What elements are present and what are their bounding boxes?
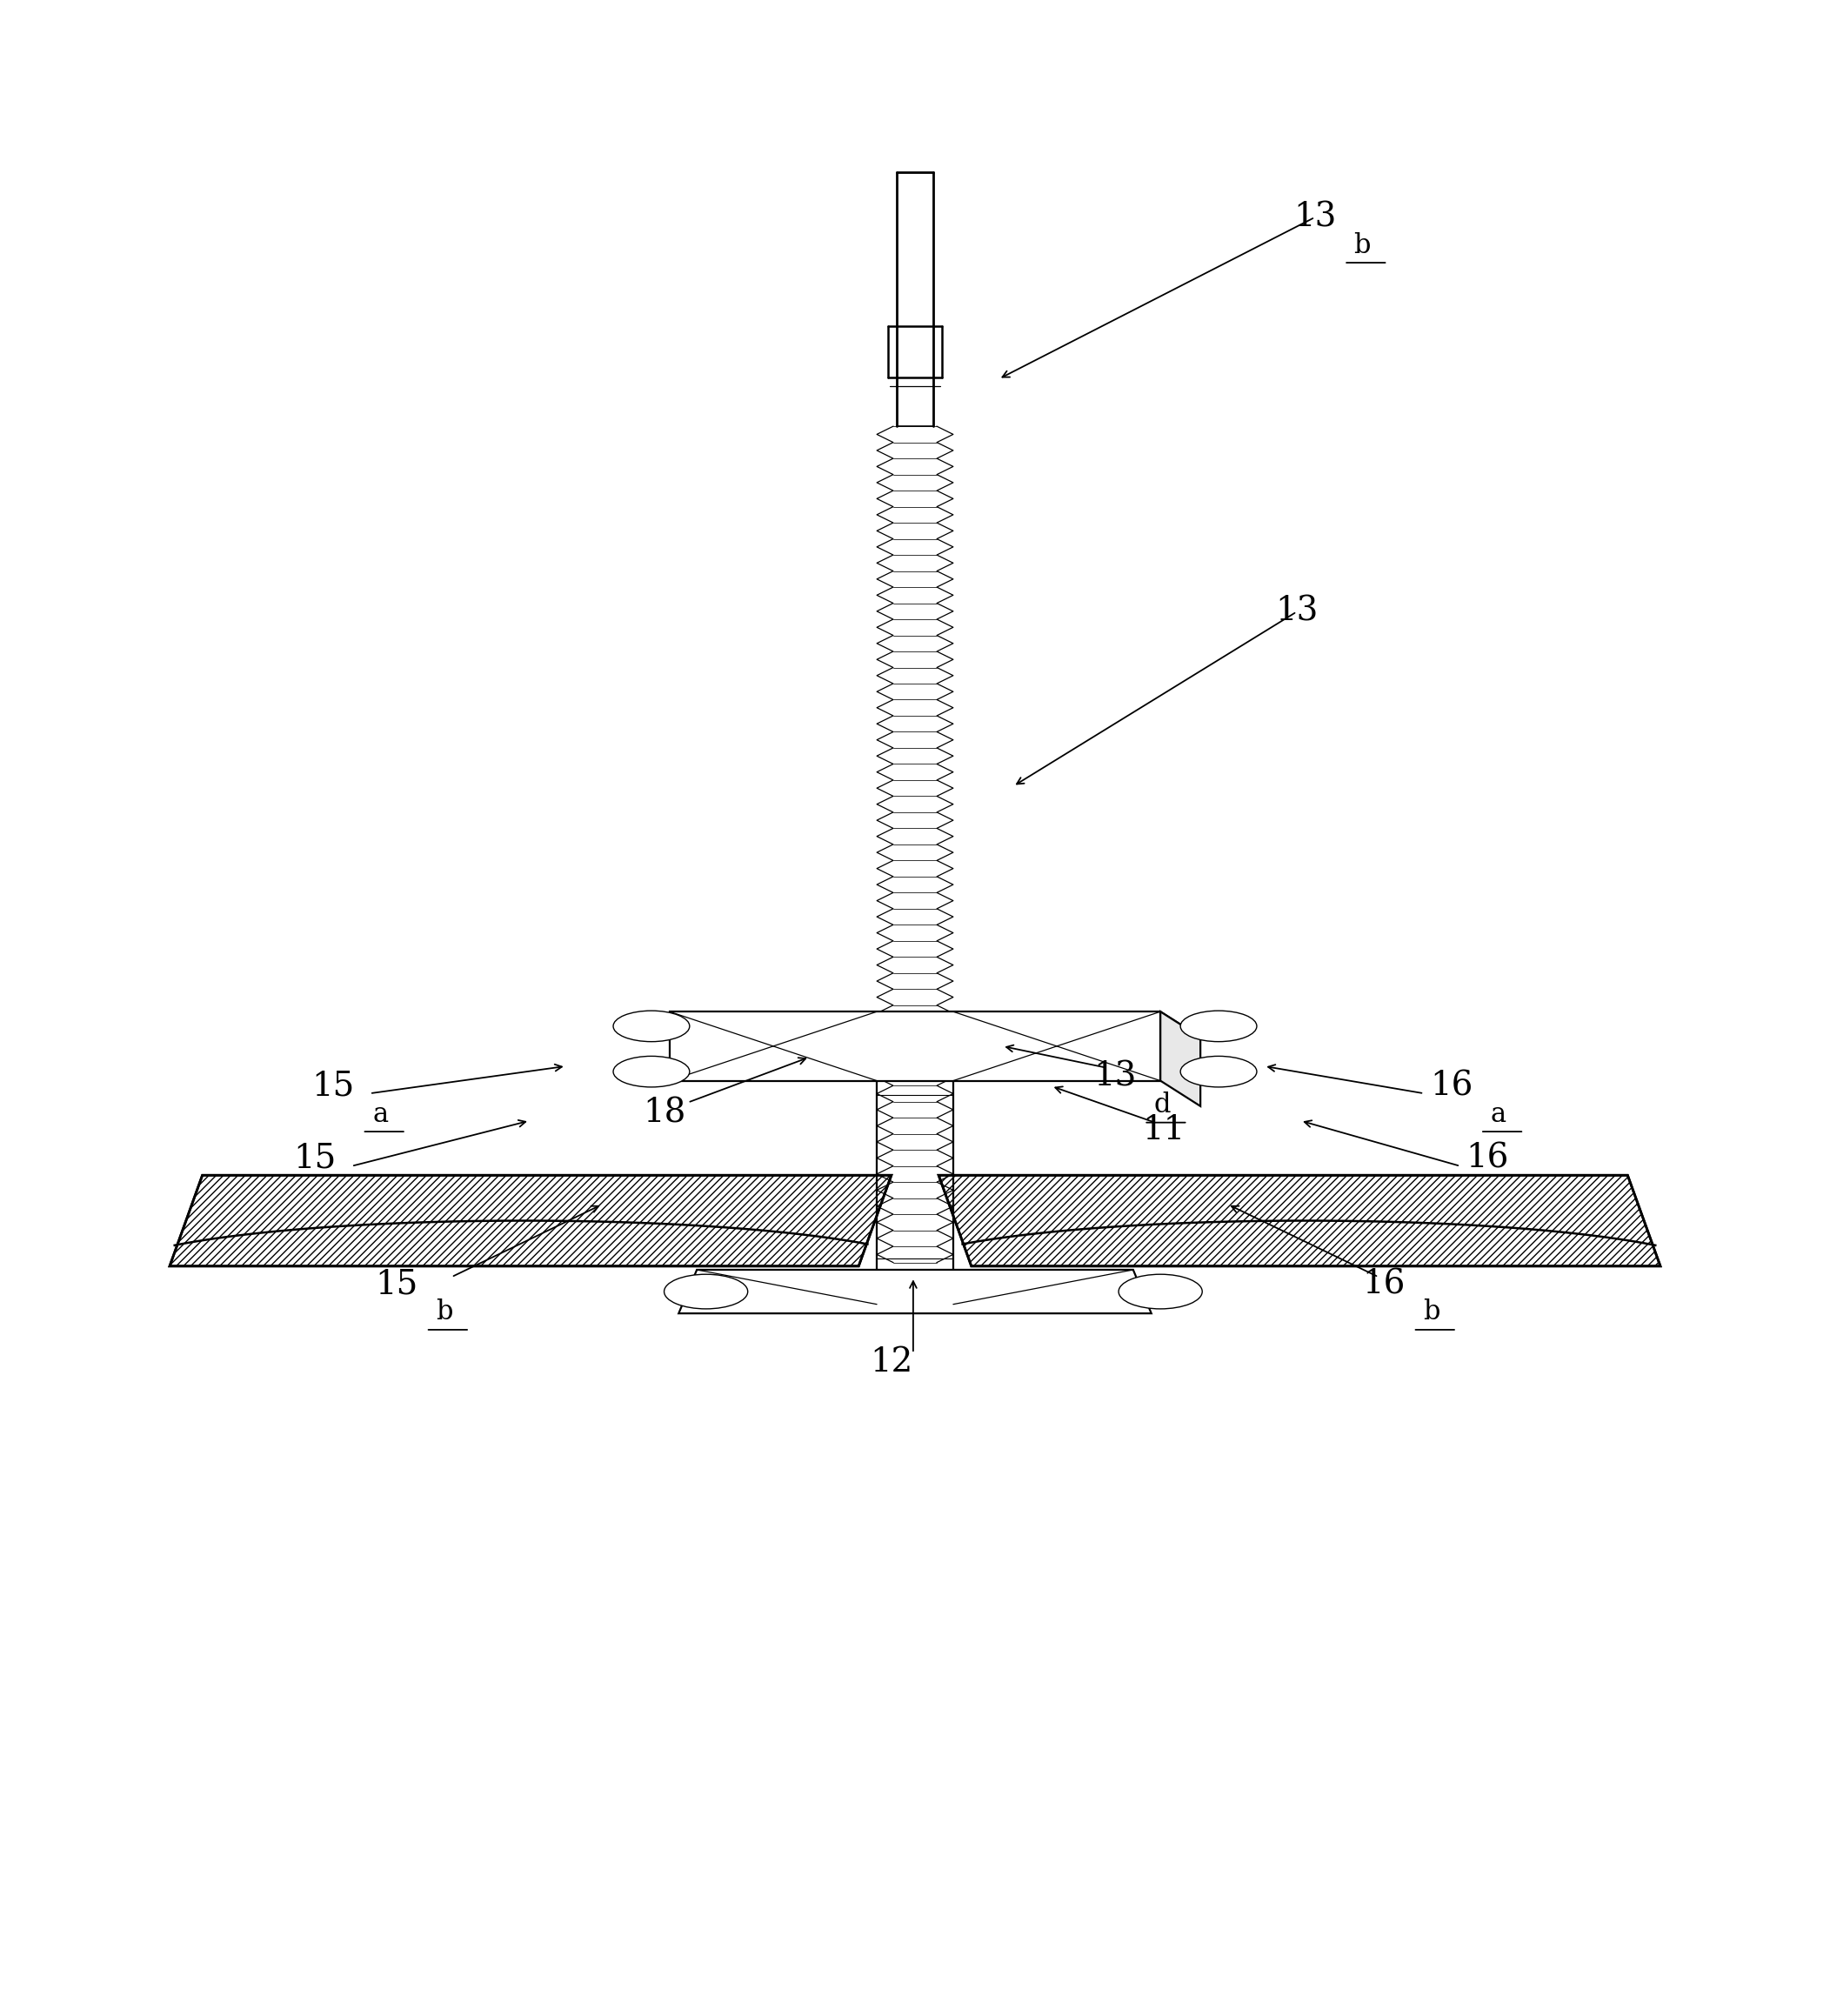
Text: b: b (1354, 232, 1371, 258)
Text: a: a (1491, 1101, 1506, 1127)
Text: 13: 13 (1276, 595, 1318, 627)
Text: 15: 15 (311, 1070, 355, 1103)
Text: 16: 16 (1466, 1143, 1510, 1175)
Text: b: b (1422, 1298, 1440, 1327)
Text: 15: 15 (375, 1268, 419, 1300)
Text: d: d (1153, 1091, 1171, 1119)
Text: 15: 15 (293, 1143, 337, 1175)
Ellipse shape (1180, 1010, 1257, 1042)
Polygon shape (939, 1175, 1660, 1266)
Text: 13: 13 (1094, 1060, 1136, 1093)
Text: 18: 18 (642, 1097, 686, 1129)
Polygon shape (670, 1012, 1160, 1081)
Text: 13: 13 (1294, 202, 1336, 234)
Text: a: a (373, 1101, 388, 1127)
Polygon shape (1160, 1012, 1200, 1107)
Text: 16: 16 (1363, 1268, 1405, 1300)
Ellipse shape (1118, 1274, 1202, 1308)
Ellipse shape (613, 1010, 690, 1042)
Text: b: b (436, 1298, 452, 1327)
Polygon shape (670, 1012, 1200, 1036)
Text: 16: 16 (1429, 1070, 1473, 1103)
Ellipse shape (613, 1056, 690, 1087)
Text: 11: 11 (1142, 1113, 1186, 1145)
Ellipse shape (664, 1274, 748, 1308)
Ellipse shape (1180, 1056, 1257, 1087)
Polygon shape (170, 1175, 891, 1266)
Text: 12: 12 (869, 1347, 913, 1379)
Polygon shape (679, 1270, 1151, 1312)
